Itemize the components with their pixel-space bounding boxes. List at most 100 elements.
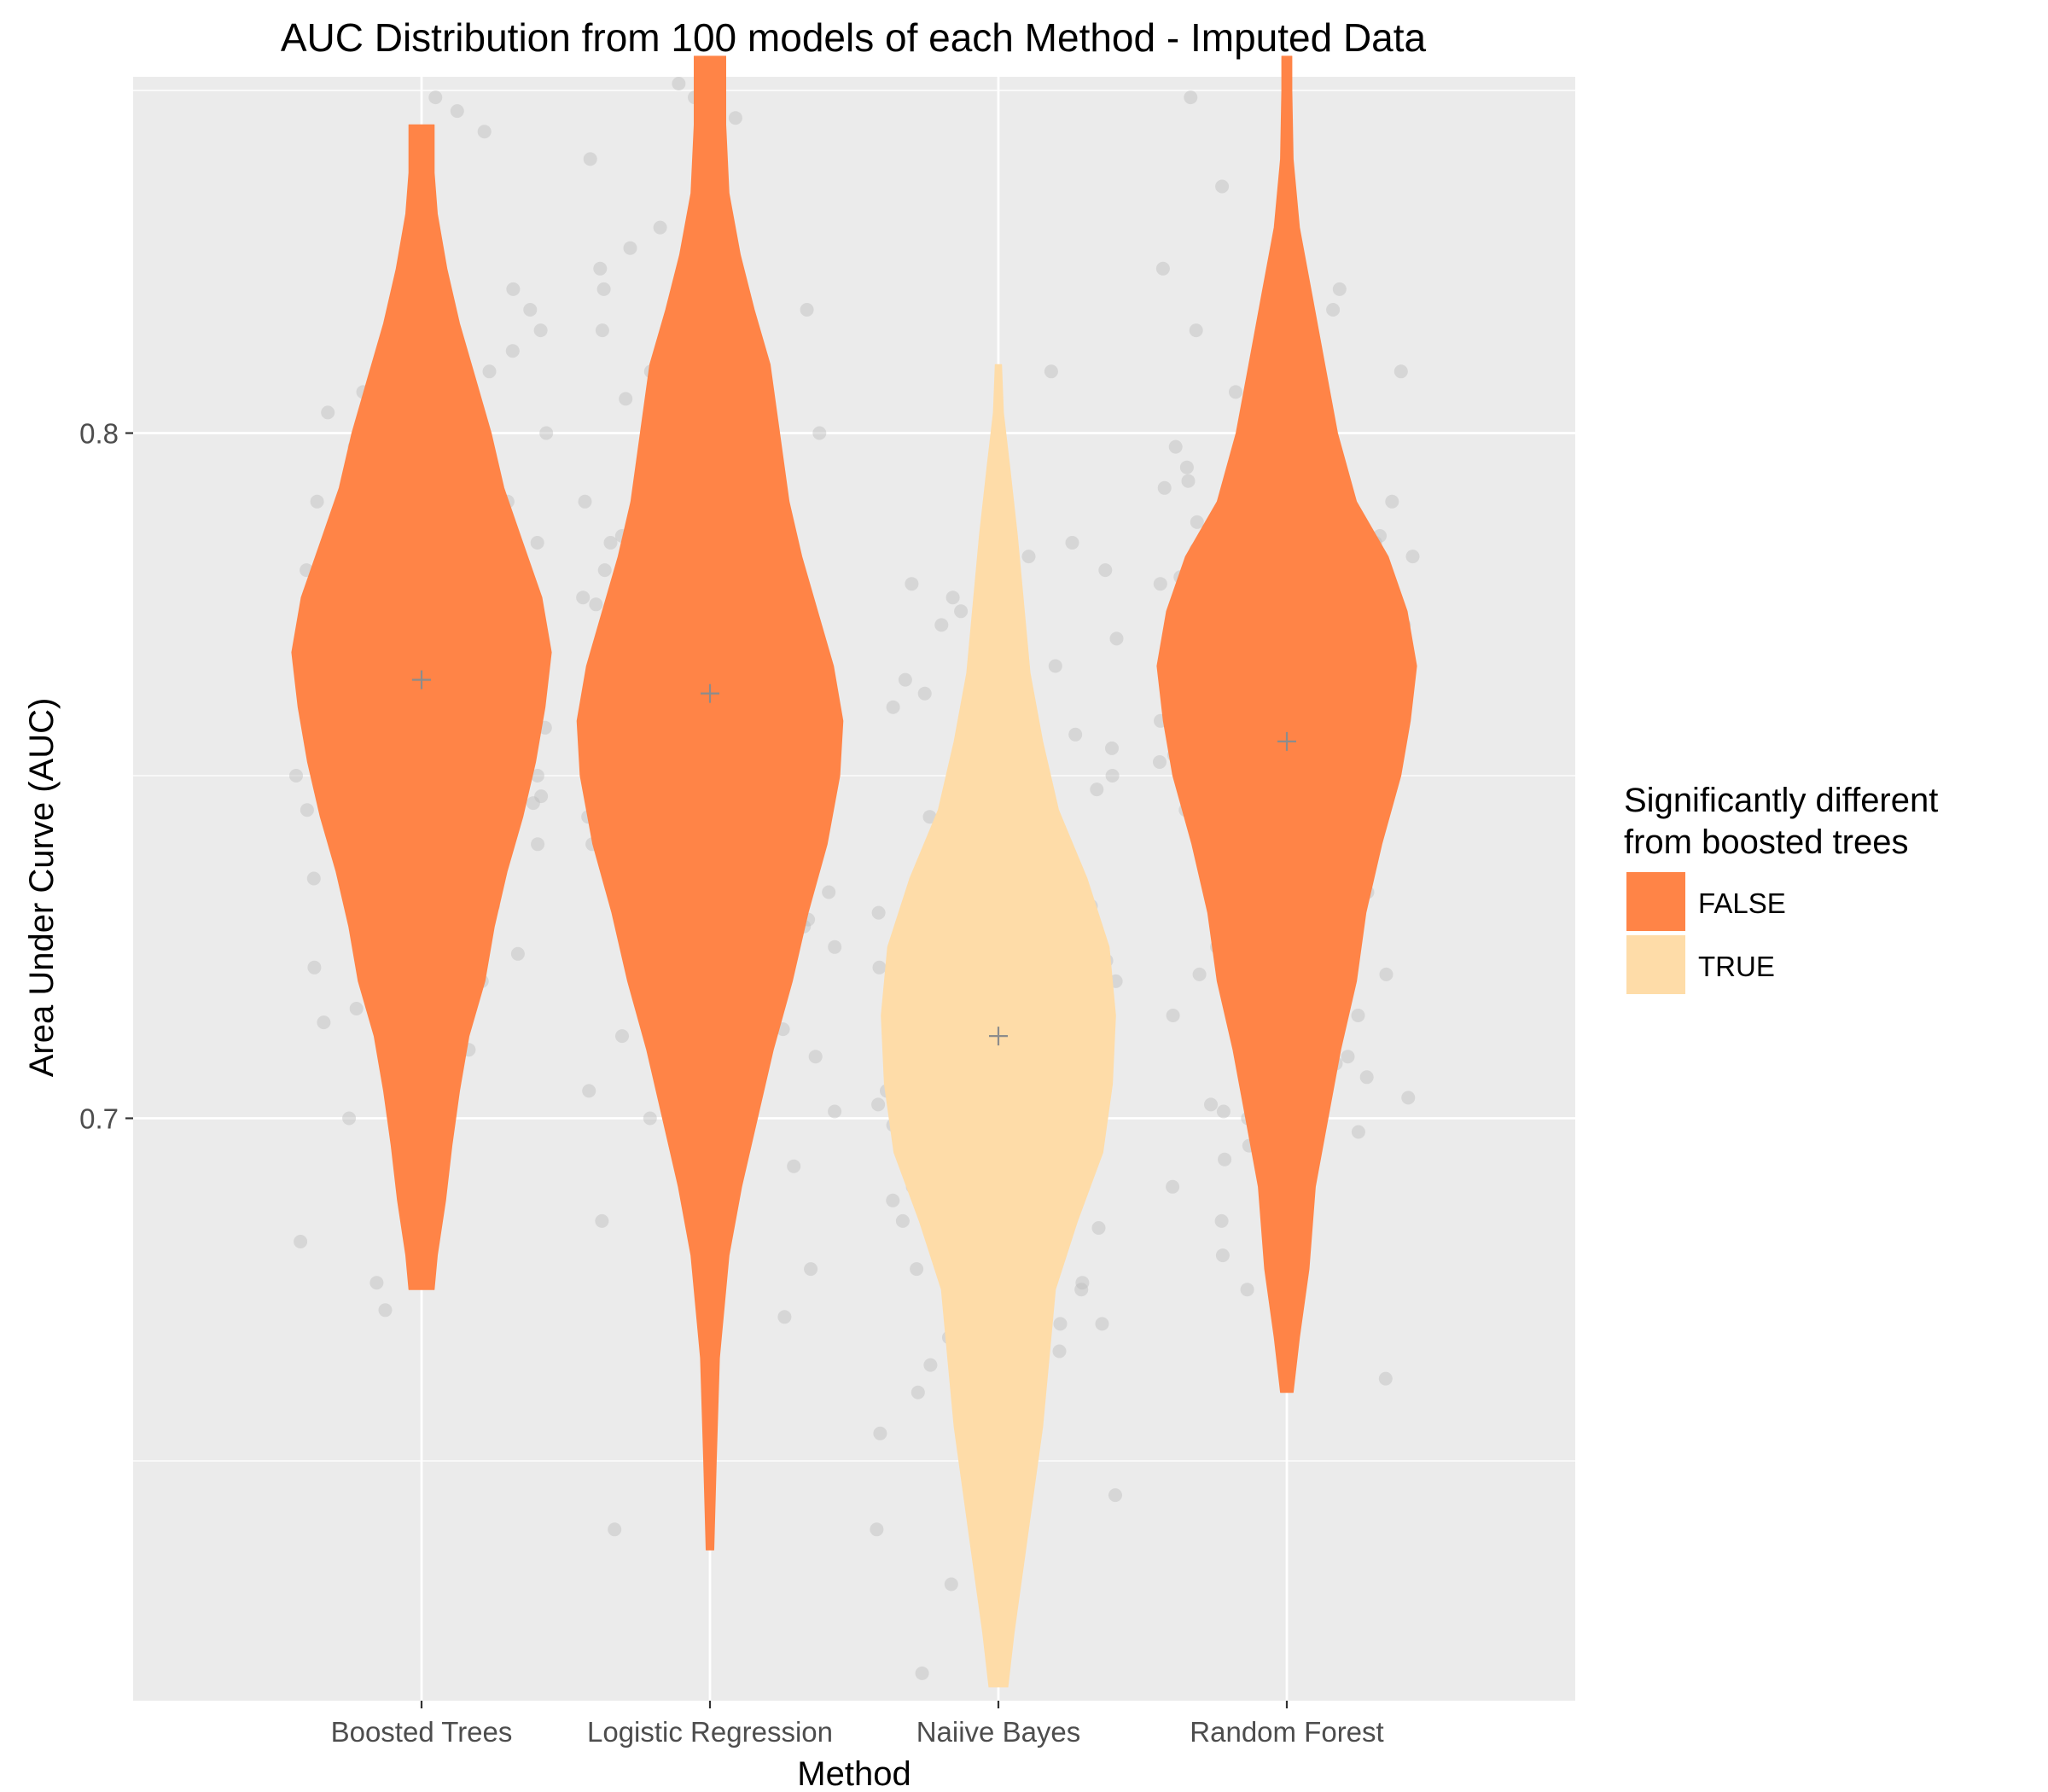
data-point bbox=[873, 1426, 887, 1440]
data-point bbox=[1341, 1050, 1355, 1064]
data-point bbox=[1048, 659, 1062, 673]
data-point bbox=[800, 303, 814, 317]
data-point bbox=[804, 1262, 818, 1277]
data-point bbox=[787, 1159, 801, 1173]
data-point bbox=[310, 494, 324, 509]
data-point bbox=[871, 1097, 886, 1112]
data-point bbox=[1068, 727, 1083, 742]
data-point bbox=[530, 536, 544, 550]
axes: 0.7 0.8 Boosted Trees Logistic Regression Na… bbox=[79, 418, 1384, 1748]
data-point bbox=[1155, 261, 1170, 276]
mean-markers bbox=[412, 670, 1296, 1046]
data-point bbox=[1190, 515, 1204, 529]
data-point bbox=[870, 1522, 884, 1537]
data-point bbox=[1229, 385, 1242, 399]
data-point bbox=[533, 323, 548, 338]
data-point bbox=[1326, 303, 1341, 317]
data-point bbox=[576, 591, 591, 605]
mean-marker bbox=[412, 670, 431, 689]
data-point bbox=[506, 282, 521, 296]
data-point bbox=[895, 1213, 910, 1228]
data-point bbox=[1105, 741, 1119, 755]
data-point bbox=[886, 1193, 900, 1207]
data-point bbox=[289, 769, 303, 783]
data-point bbox=[619, 392, 633, 406]
data-point bbox=[1157, 480, 1172, 495]
data-point bbox=[1378, 1371, 1393, 1386]
y-axis-title: Area Under Curve (AUC) bbox=[23, 698, 61, 1078]
data-point bbox=[1074, 1283, 1089, 1297]
data-point bbox=[954, 604, 969, 619]
data-point bbox=[349, 1002, 364, 1015]
x-tick-label: Naiive Bayes bbox=[916, 1716, 1081, 1748]
data-point bbox=[593, 261, 608, 276]
data-point bbox=[1189, 323, 1203, 338]
x-tick-label: Logistic Regression bbox=[587, 1716, 833, 1748]
data-point bbox=[1215, 1248, 1230, 1263]
legend: Significantly different from boosted tre… bbox=[1624, 782, 1938, 994]
mean-marker bbox=[1277, 731, 1296, 751]
data-point bbox=[1091, 1221, 1106, 1235]
data-point bbox=[505, 344, 520, 358]
data-point bbox=[1053, 1317, 1068, 1331]
y-tick-label: 0.7 bbox=[79, 1103, 119, 1134]
data-point bbox=[643, 1111, 657, 1126]
data-point bbox=[1065, 536, 1079, 550]
chart-title: AUC Distribution from 100 models of each… bbox=[281, 15, 1427, 60]
data-point bbox=[1359, 1070, 1374, 1085]
data-point bbox=[615, 1029, 629, 1044]
data-point bbox=[1351, 1009, 1365, 1022]
data-point bbox=[589, 597, 603, 612]
mean-marker bbox=[701, 684, 719, 703]
data-point bbox=[886, 700, 900, 714]
data-point bbox=[1052, 1344, 1067, 1359]
data-point bbox=[530, 769, 544, 783]
data-point bbox=[1393, 364, 1408, 379]
data-point bbox=[1214, 1213, 1229, 1228]
data-point bbox=[1385, 494, 1399, 509]
data-point bbox=[378, 1303, 393, 1318]
data-point bbox=[922, 810, 937, 824]
data-point bbox=[828, 940, 842, 954]
data-point bbox=[300, 803, 314, 817]
data-point bbox=[428, 90, 443, 105]
data-point bbox=[596, 282, 611, 296]
data-point bbox=[578, 494, 592, 509]
data-point bbox=[917, 686, 932, 701]
legend-key-false bbox=[1626, 872, 1685, 931]
mean-marker bbox=[989, 1027, 1008, 1046]
data-point bbox=[944, 1577, 958, 1591]
data-point bbox=[1021, 550, 1036, 564]
data-point bbox=[871, 905, 886, 920]
data-point bbox=[1192, 967, 1207, 981]
data-point bbox=[597, 563, 612, 578]
data-point bbox=[1153, 577, 1167, 591]
data-point bbox=[1179, 460, 1194, 474]
violin-logistic-regression bbox=[576, 55, 844, 1551]
data-point bbox=[812, 426, 827, 440]
data-point bbox=[872, 960, 887, 975]
data-point bbox=[672, 77, 686, 90]
data-point bbox=[1098, 563, 1113, 578]
data-point bbox=[1405, 550, 1420, 564]
legend-label-true: TRUE bbox=[1698, 951, 1775, 982]
data-point bbox=[1095, 1317, 1109, 1331]
data-point bbox=[1332, 282, 1347, 296]
data-point bbox=[526, 796, 540, 811]
data-point bbox=[307, 960, 322, 975]
data-point bbox=[910, 1262, 924, 1277]
data-point bbox=[1204, 1097, 1218, 1112]
data-point bbox=[342, 1111, 357, 1126]
data-point bbox=[1215, 179, 1230, 194]
data-point bbox=[595, 323, 609, 338]
data-point bbox=[1166, 1179, 1180, 1194]
data-point bbox=[1181, 474, 1196, 488]
x-axis-title: Method bbox=[797, 1755, 911, 1792]
data-point bbox=[1153, 755, 1167, 769]
data-point bbox=[828, 1104, 842, 1119]
data-point bbox=[294, 1235, 308, 1248]
data-point bbox=[1168, 439, 1183, 454]
data-point bbox=[1401, 1091, 1416, 1105]
data-point bbox=[321, 405, 335, 420]
legend-title-line-1: Significantly different bbox=[1624, 782, 1938, 819]
